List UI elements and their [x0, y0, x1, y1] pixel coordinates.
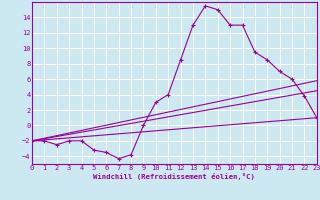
X-axis label: Windchill (Refroidissement éolien,°C): Windchill (Refroidissement éolien,°C)	[93, 173, 255, 180]
